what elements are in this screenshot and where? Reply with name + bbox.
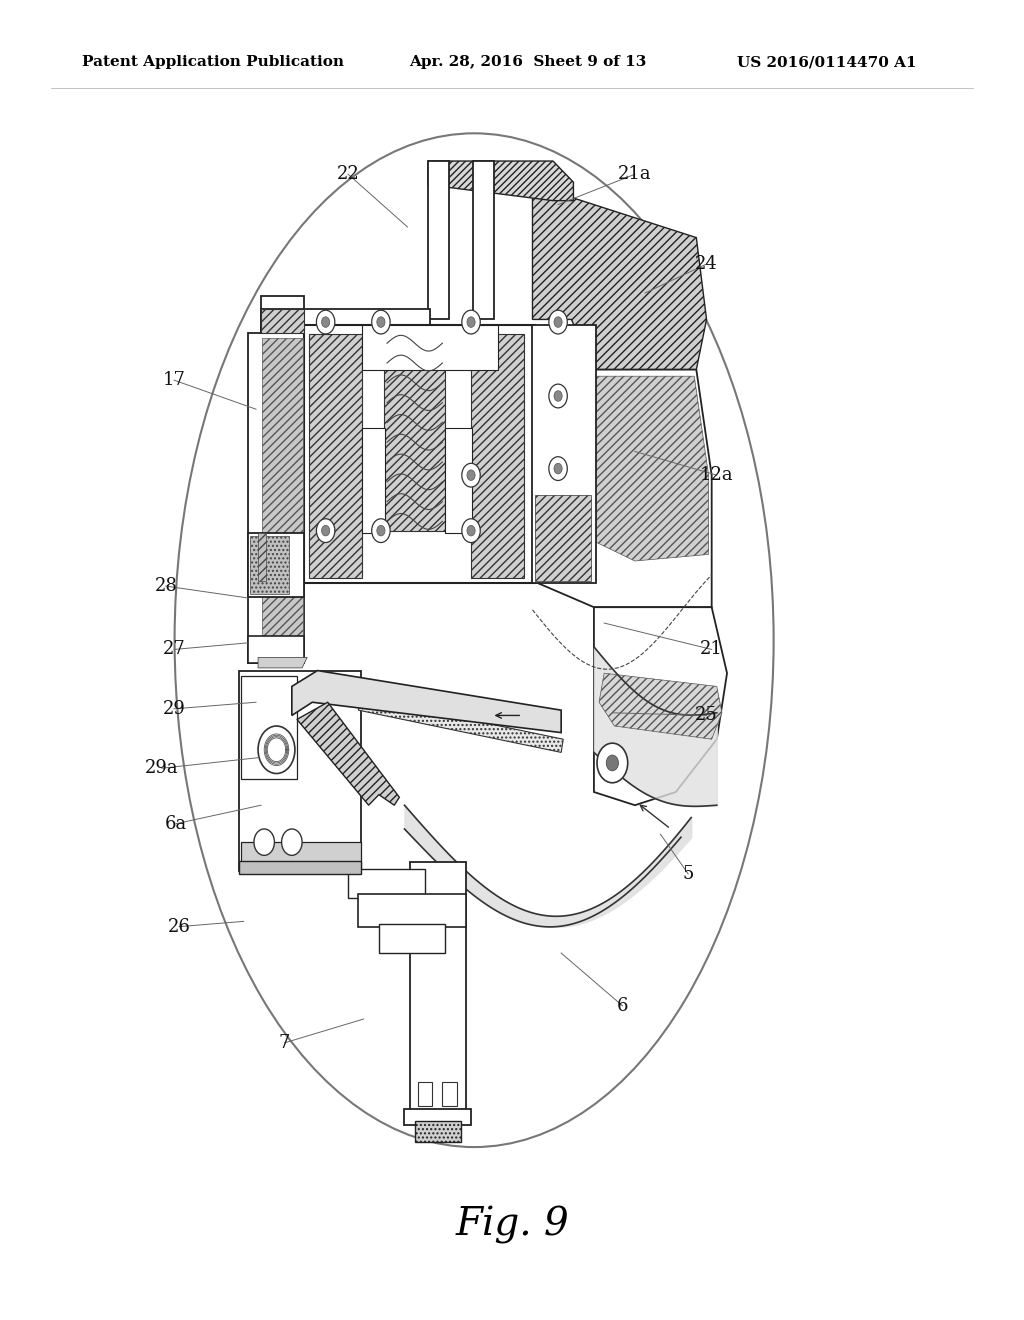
Circle shape (316, 519, 335, 543)
Bar (412, 865, 464, 1117)
Circle shape (258, 726, 295, 774)
Circle shape (322, 317, 330, 327)
Bar (309, 334, 362, 578)
Circle shape (549, 457, 567, 480)
Bar (415, 1121, 461, 1142)
Bar (379, 924, 445, 953)
Bar (262, 338, 303, 660)
Bar (442, 1082, 457, 1106)
Bar (418, 1082, 432, 1106)
Circle shape (372, 519, 390, 543)
Text: 27: 27 (163, 640, 185, 659)
Bar (473, 161, 494, 319)
Bar (430, 164, 446, 317)
Bar (410, 862, 466, 1119)
Circle shape (467, 525, 475, 536)
Bar (248, 533, 304, 597)
Text: Patent Application Publication: Patent Application Publication (82, 55, 344, 69)
Circle shape (377, 525, 385, 536)
Circle shape (554, 463, 562, 474)
Bar (404, 1109, 471, 1125)
Bar (239, 671, 361, 871)
Bar (348, 869, 425, 898)
Circle shape (606, 755, 618, 771)
Bar (304, 325, 535, 583)
Bar (241, 676, 297, 779)
Text: 21: 21 (700, 640, 723, 659)
Bar (535, 495, 591, 581)
Circle shape (322, 525, 330, 536)
Bar (475, 164, 492, 317)
Circle shape (549, 384, 567, 408)
Circle shape (467, 470, 475, 480)
Text: 12a: 12a (700, 466, 733, 484)
Bar (261, 309, 430, 333)
Bar (362, 325, 498, 370)
Bar (445, 428, 472, 533)
Polygon shape (599, 673, 722, 739)
Polygon shape (261, 309, 304, 333)
Polygon shape (258, 657, 307, 668)
Text: 24: 24 (695, 255, 718, 273)
Circle shape (554, 391, 562, 401)
Circle shape (554, 317, 562, 327)
Polygon shape (358, 697, 563, 752)
Bar (384, 325, 445, 531)
Circle shape (549, 310, 567, 334)
Text: 29a: 29a (145, 759, 178, 777)
Bar (261, 296, 304, 333)
Bar (428, 161, 449, 319)
Bar (250, 335, 302, 660)
Circle shape (282, 829, 302, 855)
Text: 29: 29 (163, 700, 185, 718)
Polygon shape (258, 533, 266, 581)
Text: Fig. 9: Fig. 9 (455, 1206, 569, 1243)
Text: 21a: 21a (618, 165, 651, 183)
Text: 25: 25 (695, 706, 718, 725)
Circle shape (467, 317, 475, 327)
Bar (250, 536, 289, 594)
Bar (239, 861, 361, 874)
Circle shape (462, 519, 480, 543)
Circle shape (462, 463, 480, 487)
Text: 6: 6 (616, 997, 629, 1015)
Text: 7: 7 (279, 1034, 291, 1052)
Polygon shape (428, 161, 573, 201)
Polygon shape (292, 671, 561, 733)
Polygon shape (594, 376, 709, 561)
Text: Apr. 28, 2016  Sheet 9 of 13: Apr. 28, 2016 Sheet 9 of 13 (410, 55, 647, 69)
Circle shape (316, 310, 335, 334)
Polygon shape (297, 702, 399, 805)
Text: 5: 5 (682, 865, 694, 883)
Bar (358, 894, 466, 927)
Text: 17: 17 (163, 371, 185, 389)
Circle shape (377, 317, 385, 327)
Bar (248, 636, 304, 663)
Bar (241, 842, 361, 869)
Polygon shape (532, 370, 712, 607)
Bar (362, 428, 385, 533)
Polygon shape (532, 185, 707, 370)
Circle shape (597, 743, 628, 783)
Circle shape (254, 829, 274, 855)
Bar (532, 325, 596, 583)
Text: 22: 22 (337, 165, 359, 183)
Circle shape (462, 310, 480, 334)
Text: 28: 28 (155, 577, 177, 595)
Circle shape (372, 310, 390, 334)
Text: US 2016/0114470 A1: US 2016/0114470 A1 (737, 55, 916, 69)
Polygon shape (594, 607, 727, 805)
Text: 26: 26 (168, 917, 190, 936)
Text: 6a: 6a (165, 814, 187, 833)
Bar (248, 333, 304, 663)
Bar (471, 334, 524, 578)
